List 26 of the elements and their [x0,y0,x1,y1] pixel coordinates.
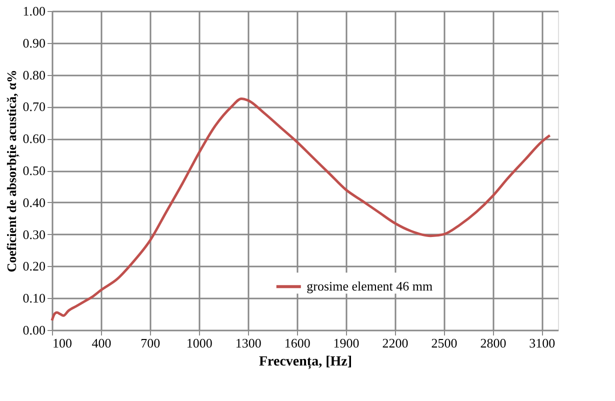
x-tick-label: 3100 [529,336,556,350]
y-tick-label: 0.80 [22,67,46,82]
x-tick-label: 2500 [431,336,458,350]
y-tick-label: 0.20 [22,258,46,274]
y-tick-label: 0.90 [22,35,46,50]
x-tick-label: 100 [52,336,72,350]
legend-label: grosime element 46 mm [306,278,433,294]
x-tick-label: 2200 [382,336,408,350]
y-tick-label: 1.00 [22,4,46,18]
x-tick-label: 700 [140,336,160,350]
x-tick-label: 400 [92,336,112,350]
x-tick-label: 2800 [480,336,506,350]
y-tick-label: 0.10 [22,290,46,306]
x-axis-title: Frecvența, [Hz] [258,354,352,370]
x-tick-label: 1300 [235,336,262,350]
x-tick-label: 1000 [186,336,212,350]
x-tick-label: 1900 [333,336,360,350]
y-tick-label: 0.70 [22,99,46,114]
y-tick-label: 0.50 [22,163,46,178]
y-tick-label: 0.60 [22,131,46,146]
x-tick-label: 1600 [284,336,310,350]
y-tick-label: 0.30 [22,226,46,242]
y-tick-label: 0.00 [22,322,46,338]
y-axis-title: Coeficient de absorbție acustică, α% [4,70,20,272]
line-series [50,97,552,322]
y-tick-label: 0.40 [22,194,46,210]
